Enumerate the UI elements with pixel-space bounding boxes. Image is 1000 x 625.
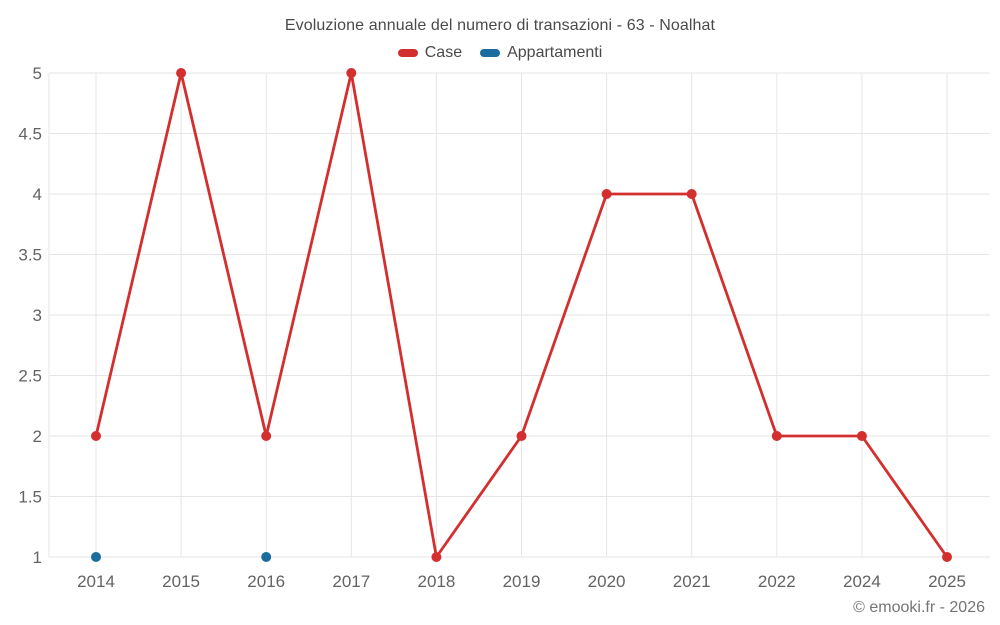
case-point	[686, 189, 697, 199]
x-axis-label: 2017	[332, 572, 370, 591]
x-axis-label: 2024	[843, 572, 881, 591]
x-axis-label: 2014	[77, 572, 115, 591]
x-axis-label: 2018	[417, 572, 455, 591]
copyright-watermark: © emooki.fr - 2026	[853, 599, 985, 616]
y-axis-label: 1	[33, 548, 42, 567]
case-point	[431, 552, 442, 562]
case-point	[261, 431, 272, 441]
y-axis-label: 3.5	[18, 246, 42, 265]
legend-item-appartamenti[interactable]: Appartamenti	[480, 44, 602, 62]
y-axis-label: 1.5	[18, 488, 42, 507]
x-axis-label: 2016	[247, 572, 285, 591]
x-axis-label: 2021	[673, 572, 711, 591]
case-point	[176, 68, 187, 78]
case-point	[91, 431, 101, 441]
x-axis-label: 2025	[928, 572, 966, 591]
case-point	[942, 552, 952, 562]
y-axis-label: 5	[33, 64, 42, 83]
x-axis-label: 2022	[758, 572, 796, 591]
case-point	[771, 431, 782, 441]
x-axis-label: 2020	[588, 572, 626, 591]
legend-swatch-appartamenti	[480, 49, 501, 57]
y-axis-label: 4.5	[18, 125, 42, 144]
legend-label: Case	[424, 44, 463, 61]
case-point	[516, 431, 527, 441]
y-axis-label: 3	[33, 306, 42, 325]
y-axis-label: 4	[33, 185, 42, 204]
y-axis-label: 2	[33, 427, 42, 446]
case-point	[856, 431, 867, 441]
y-axis-label: 2.5	[18, 367, 42, 386]
x-axis-label: 2015	[162, 572, 200, 591]
chart-legend: Case Appartamenti	[0, 44, 1000, 62]
x-axis-label: 2019	[503, 572, 541, 591]
chart-title: Evoluzione annuale del numero di transaz…	[284, 17, 716, 34]
legend-swatch-case	[397, 49, 418, 57]
appartamenti-point	[261, 552, 272, 562]
legend-label: Appartamenti	[507, 44, 603, 61]
legend-item-case[interactable]: Case	[397, 44, 463, 62]
appartamenti-point	[91, 552, 101, 562]
case-point	[346, 68, 357, 78]
case-point	[601, 189, 612, 199]
